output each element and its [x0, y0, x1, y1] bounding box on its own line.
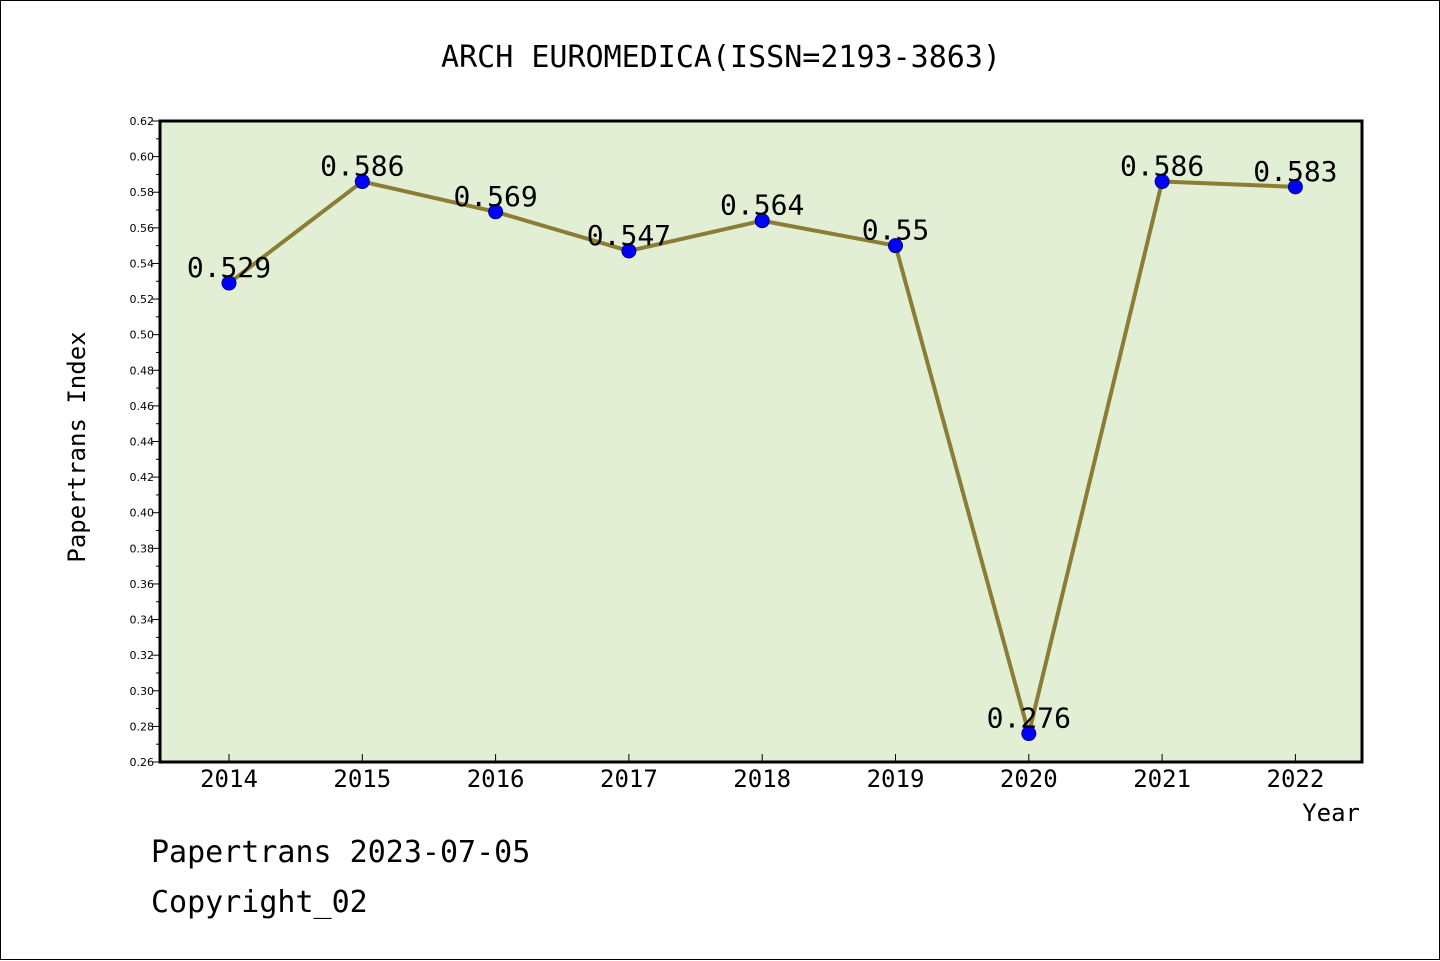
- data-point: [1287, 179, 1303, 195]
- data-point: [754, 213, 770, 229]
- data-point: [621, 243, 637, 259]
- data-point: [221, 275, 237, 291]
- data-point: [888, 238, 903, 254]
- footer-date-text: Papertrans 2023-07-05: [151, 835, 531, 870]
- data-label: 0.564: [720, 189, 804, 222]
- data-label: 0.586: [320, 150, 404, 183]
- y-tick-label: 0.46: [130, 400, 155, 413]
- y-tick-label: 0.62: [130, 115, 155, 128]
- y-tick-label: 0.54: [130, 257, 155, 270]
- y-tick-label: 0.52: [130, 293, 155, 306]
- y-tick-label: 0.30: [130, 685, 155, 698]
- data-point: [354, 174, 370, 190]
- data-label: 0.569: [453, 180, 537, 213]
- y-tick-label: 0.34: [130, 614, 155, 627]
- data-label: 0.583: [1253, 155, 1337, 188]
- x-tick-label: 2021: [1133, 765, 1191, 793]
- chart-title: ARCH EUROMEDICA(ISSN=2193-3863): [441, 40, 1001, 75]
- y-tick-label: 0.38: [130, 542, 155, 555]
- x-tick-label: 2019: [867, 765, 925, 793]
- y-tick-label: 0.58: [130, 186, 155, 199]
- y-axis-ticks: 0.26 0.28 0.30 0.32 0.34 0.36 0.38 0.40 0.42 0.44…: [130, 115, 160, 769]
- data-point: [1021, 726, 1037, 742]
- data-markers: [221, 174, 1303, 742]
- data-label: 0.586: [1120, 150, 1204, 183]
- data-label: 0.55: [862, 214, 929, 247]
- footer-copyright-text: Copyright_02: [151, 885, 368, 920]
- data-point: [488, 204, 504, 220]
- x-tick-label: 2017: [600, 765, 658, 793]
- x-axis-title: Year: [1302, 799, 1360, 827]
- data-label: 0.547: [587, 219, 671, 252]
- y-tick-label: 0.56: [130, 222, 155, 235]
- x-tick-label: 2015: [333, 765, 391, 793]
- y-axis-title: Papertrans Index: [63, 331, 91, 562]
- y-tick-label: 0.42: [130, 471, 155, 484]
- x-axis-ticks: 2014 2015 2016 2017 2018 2019 2020 2021 2022: [200, 754, 1324, 793]
- data-labels: 0.529 0.586 0.569 0.547 0.564 0.55 0.276 0.586 0…: [187, 150, 1338, 735]
- y-tick-label: 0.50: [130, 329, 155, 342]
- y-tick-label: 0.28: [130, 720, 155, 733]
- y-tick-label: 0.26: [130, 756, 155, 769]
- x-tick-label: 2022: [1267, 765, 1325, 793]
- x-tick-label: 2020: [1000, 765, 1058, 793]
- data-point: [1154, 174, 1170, 190]
- x-tick-label: 2014: [200, 765, 258, 793]
- data-label: 0.276: [987, 702, 1071, 735]
- y-tick-label: 0.60: [130, 151, 155, 164]
- y-tick-label: 0.48: [130, 364, 155, 377]
- y-tick-label: 0.36: [130, 578, 155, 591]
- y-tick-label: 0.44: [130, 436, 155, 449]
- x-tick-label: 2016: [467, 765, 525, 793]
- data-label: 0.529: [187, 251, 271, 284]
- x-tick-label: 2018: [733, 765, 791, 793]
- y-tick-label: 0.40: [130, 507, 155, 520]
- y-tick-label: 0.32: [130, 649, 155, 662]
